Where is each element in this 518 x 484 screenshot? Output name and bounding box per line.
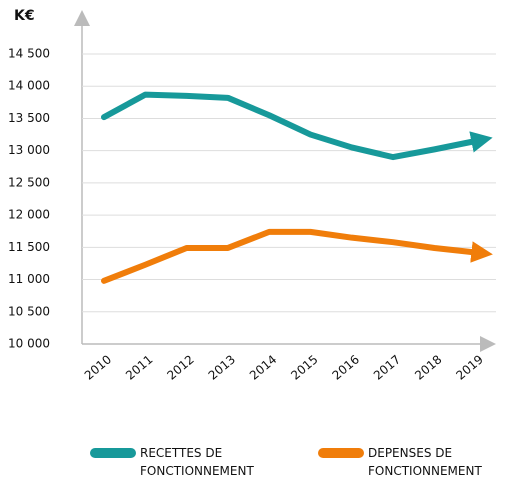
x-tick-label: 2018 [412, 352, 444, 382]
x-tick-label: 2016 [330, 352, 362, 382]
y-tick-label: 14 000 [8, 79, 50, 93]
x-tick-label: 2015 [288, 352, 320, 382]
x-tick-label: 2014 [247, 352, 279, 382]
y-tick-label: 12 500 [8, 175, 50, 189]
y-tick-label: 10 500 [8, 304, 50, 318]
y-tick-label: 13 000 [8, 143, 50, 157]
x-tick-label: 2019 [453, 352, 485, 382]
legend-swatch [90, 448, 136, 458]
legend-swatch [318, 448, 364, 458]
legend-label: RECETTES DE FONCTIONNEMENT [140, 446, 254, 478]
x-tick-label: 2013 [206, 352, 238, 382]
line-series [101, 91, 493, 161]
y-tick-label: 12 000 [8, 208, 50, 222]
x-tick-label: 2012 [164, 352, 196, 382]
x-axis-arrow [480, 336, 496, 352]
y-tick-label: 13 500 [8, 111, 50, 125]
y-tick-label: 11 000 [8, 272, 50, 286]
y-tick-label: 14 500 [8, 47, 50, 61]
x-tick-label: 2011 [123, 352, 155, 382]
x-tick-label: 2017 [371, 352, 403, 382]
y-tick-label: 11 500 [8, 240, 50, 254]
legend-label: DEPENSES DE FONCTIONNEMENT [368, 446, 482, 478]
y-axis-label: K€ [14, 8, 35, 24]
line-series [101, 228, 493, 284]
y-tick-label: 10 000 [8, 337, 50, 351]
x-tick-label: 2010 [82, 352, 114, 382]
y-axis-arrow [74, 10, 90, 26]
